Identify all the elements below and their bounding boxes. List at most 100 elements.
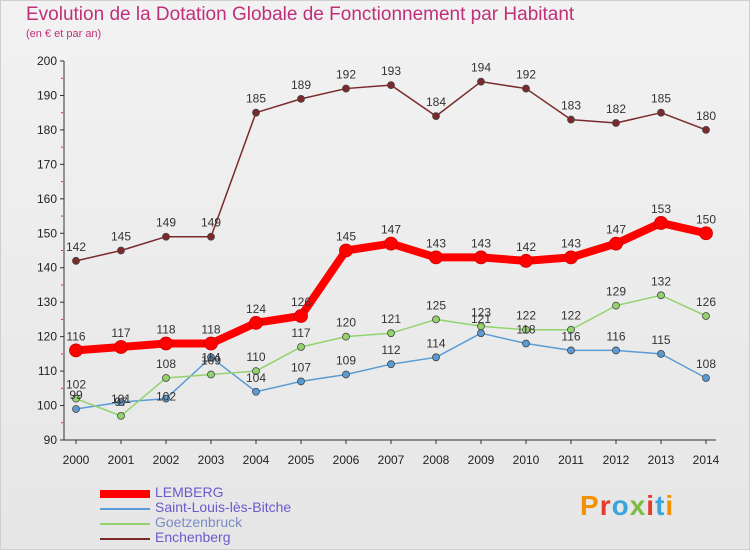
data-label: 180 <box>696 109 716 123</box>
data-label: 116 <box>66 329 85 343</box>
x-tick-label: 2001 <box>108 453 135 467</box>
y-tick-label: 120 <box>37 330 57 344</box>
y-tick-label: 140 <box>37 261 57 275</box>
data-point <box>162 232 170 241</box>
data-label: 115 <box>651 333 670 347</box>
data-point <box>252 387 260 396</box>
logo-letter: t <box>655 490 666 521</box>
data-point <box>204 336 218 351</box>
chart-subtitle: (en € et par an) <box>26 28 102 40</box>
data-point <box>117 246 125 255</box>
data-point <box>657 108 665 117</box>
x-tick-label: 2009 <box>468 453 495 467</box>
data-point <box>252 367 260 375</box>
data-point <box>432 315 440 324</box>
legend-swatch <box>100 508 150 510</box>
data-label: 117 <box>111 326 130 340</box>
logo-letter: i <box>646 490 656 521</box>
x-tick-label: 2008 <box>423 453 450 467</box>
data-point <box>567 346 575 355</box>
data-label: 102 <box>156 390 176 404</box>
data-label: 124 <box>246 302 266 316</box>
data-label: 114 <box>201 350 220 364</box>
data-label: 107 <box>291 360 311 374</box>
data-label: 118 <box>516 323 535 337</box>
data-point <box>702 374 710 382</box>
data-label: 108 <box>696 357 716 371</box>
data-label: 183 <box>561 99 581 113</box>
data-label: 118 <box>201 323 220 337</box>
chart-title: Evolution de la Dotation Globale de Fonc… <box>26 4 575 25</box>
x-tick-label: 2002 <box>153 453 180 467</box>
data-point <box>474 250 488 265</box>
data-label: 149 <box>156 216 176 230</box>
data-label: 184 <box>426 95 446 109</box>
data-point <box>162 374 170 382</box>
data-point <box>162 394 170 403</box>
logo-letter: x <box>629 490 647 521</box>
data-label: 142 <box>66 240 86 254</box>
data-label: 101 <box>111 392 131 406</box>
legend-label: Saint-Louis-lès-Bitche <box>155 499 292 515</box>
x-tick-label: 2011 <box>558 453 584 467</box>
data-label: 145 <box>336 230 356 244</box>
data-point <box>567 325 575 334</box>
data-point <box>69 343 83 358</box>
y-tick-label: 180 <box>37 123 57 137</box>
data-point <box>657 349 665 358</box>
data-label: 123 <box>471 305 491 319</box>
data-label: 112 <box>381 343 400 357</box>
data-point <box>429 250 443 265</box>
data-point <box>702 312 710 320</box>
data-label: 129 <box>606 285 626 299</box>
data-point <box>564 250 578 265</box>
data-point <box>702 126 710 134</box>
data-label: 192 <box>516 68 536 82</box>
data-point <box>699 226 713 241</box>
data-label: 108 <box>156 357 176 371</box>
data-label: 121 <box>381 312 401 326</box>
data-label: 194 <box>471 61 491 75</box>
data-label: 182 <box>606 102 626 116</box>
data-point <box>72 256 80 265</box>
data-label: 150 <box>696 212 716 226</box>
data-label: 114 <box>426 336 445 350</box>
data-label: 122 <box>561 309 581 323</box>
data-label: 110 <box>246 350 265 364</box>
data-label: 149 <box>201 216 221 230</box>
x-tick-label: 2013 <box>648 453 675 467</box>
data-label: 143 <box>561 236 581 250</box>
data-point <box>207 370 215 379</box>
y-tick-label: 170 <box>37 157 57 171</box>
legend-swatch <box>100 523 150 525</box>
data-label: 122 <box>516 309 536 323</box>
y-tick-label: 130 <box>37 295 57 309</box>
data-point <box>522 84 530 93</box>
legend-label: LEMBERG <box>155 484 224 500</box>
data-label: 99 <box>69 388 83 402</box>
data-point <box>297 343 305 351</box>
data-label: 104 <box>246 371 266 385</box>
data-point <box>297 377 305 386</box>
data-point <box>114 340 128 354</box>
data-point <box>387 329 395 338</box>
legend-label: Enchenberg <box>155 529 231 545</box>
data-label: 117 <box>291 326 310 340</box>
data-label: 118 <box>156 323 175 337</box>
data-label: 125 <box>426 298 446 312</box>
data-point <box>612 346 620 355</box>
data-label: 143 <box>426 236 446 250</box>
y-tick-label: 200 <box>37 54 57 68</box>
y-tick-label: 150 <box>37 226 57 240</box>
data-label: 126 <box>696 295 716 309</box>
y-tick-label: 110 <box>38 364 57 378</box>
data-point <box>207 232 215 241</box>
data-label: 116 <box>606 329 625 343</box>
data-point <box>117 398 125 407</box>
data-label: 121 <box>471 312 491 326</box>
y-tick-label: 90 <box>44 433 58 447</box>
x-tick-label: 2003 <box>198 453 225 467</box>
data-point <box>339 243 353 258</box>
